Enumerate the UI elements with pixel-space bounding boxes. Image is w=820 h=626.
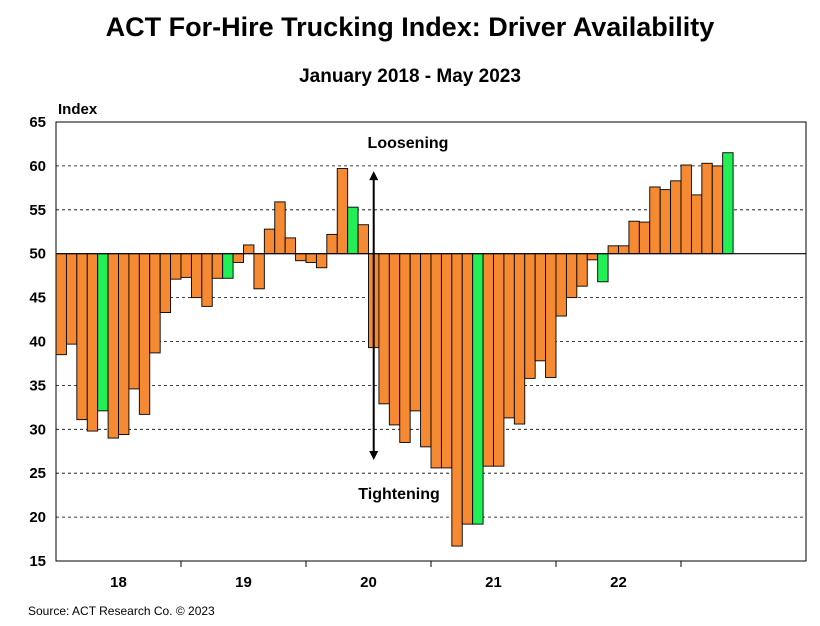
bar [232, 253, 244, 263]
bar [701, 162, 713, 255]
bar [430, 253, 442, 469]
x-year-label: 22 [610, 574, 627, 591]
bar [618, 245, 630, 255]
bar [451, 253, 463, 547]
x-year-label: 18 [110, 574, 127, 591]
bar [513, 253, 526, 425]
bar [222, 253, 234, 279]
bar [55, 253, 67, 356]
y-tick-label: 15 [29, 553, 46, 570]
bar [493, 253, 505, 467]
bar [118, 253, 130, 436]
bar [472, 253, 484, 525]
bar [597, 253, 609, 283]
source-note: Source: ACT Research Co. © 2023 [28, 604, 215, 618]
bar [378, 253, 390, 405]
y-tick-label: 35 [29, 377, 46, 394]
bar [722, 152, 734, 255]
bar [534, 253, 547, 362]
bar [628, 220, 640, 255]
bar [315, 253, 328, 269]
annotation-loosening: Loosening [368, 135, 449, 152]
y-tick-label: 50 [29, 246, 46, 263]
bar [690, 194, 703, 255]
bar [295, 253, 307, 262]
bar [388, 253, 401, 426]
bar [461, 253, 474, 525]
bar [711, 165, 724, 255]
bar [503, 253, 515, 419]
bar [638, 221, 651, 255]
y-axis-title: Index [58, 101, 98, 118]
y-tick-label: 40 [29, 334, 46, 351]
bar [565, 253, 578, 299]
bar [159, 253, 172, 313]
bar [607, 245, 619, 255]
bar [336, 168, 349, 255]
bar [649, 186, 661, 255]
y-tick-label: 60 [29, 158, 46, 175]
arrow-head-down [369, 451, 379, 461]
bar [180, 253, 192, 278]
y-tick-label: 20 [29, 509, 46, 526]
bar [680, 164, 692, 255]
chart-title: ACT For-Hire Trucking Index: Driver Avai… [105, 12, 715, 42]
bar [128, 253, 140, 390]
y-tick-label: 55 [29, 202, 46, 219]
arrow-head-up [369, 171, 379, 181]
bar [284, 237, 297, 255]
bar [420, 253, 432, 448]
bar [170, 253, 182, 280]
bar [440, 253, 453, 469]
bar-chart: 15 20 25 30 35 40 45 50 55 60 65 18 19 20 21 22 Index L… [29, 101, 807, 591]
chart-subtitle: January 2018 - May 2023 [299, 66, 521, 87]
bar [555, 253, 567, 317]
bar [524, 253, 536, 379]
bar [545, 253, 557, 378]
bar [211, 253, 224, 279]
bar [326, 233, 338, 255]
annotation-tightening: Tightening [358, 486, 439, 503]
bar [659, 189, 672, 255]
bar [263, 228, 276, 255]
bar [670, 180, 682, 255]
y-tick-label: 30 [29, 421, 46, 438]
x-year-label: 20 [360, 574, 377, 591]
bar [149, 253, 161, 354]
bar [357, 224, 369, 255]
bar [576, 253, 588, 287]
x-year-label: 19 [235, 574, 252, 591]
bar [586, 253, 599, 261]
y-tick-label: 45 [29, 290, 46, 307]
bar [201, 253, 213, 307]
bar [76, 253, 88, 421]
bar [138, 253, 151, 415]
bar [347, 206, 359, 255]
bar [305, 253, 317, 263]
bar [86, 253, 99, 432]
bar [243, 244, 255, 255]
bar [65, 253, 78, 345]
y-tick-label: 25 [29, 465, 46, 482]
bar [107, 253, 119, 439]
bar [399, 253, 411, 443]
bar [409, 253, 422, 412]
y-tick-label: 65 [29, 114, 46, 131]
bar [274, 201, 286, 255]
axes: 15 20 25 30 35 40 45 50 55 60 65 18 19 20 21 22 [29, 114, 807, 591]
bar [97, 253, 109, 412]
bar [482, 253, 494, 467]
x-year-label: 21 [485, 574, 502, 591]
bar [253, 253, 265, 290]
bar [190, 253, 203, 299]
direction-arrow [369, 171, 379, 461]
